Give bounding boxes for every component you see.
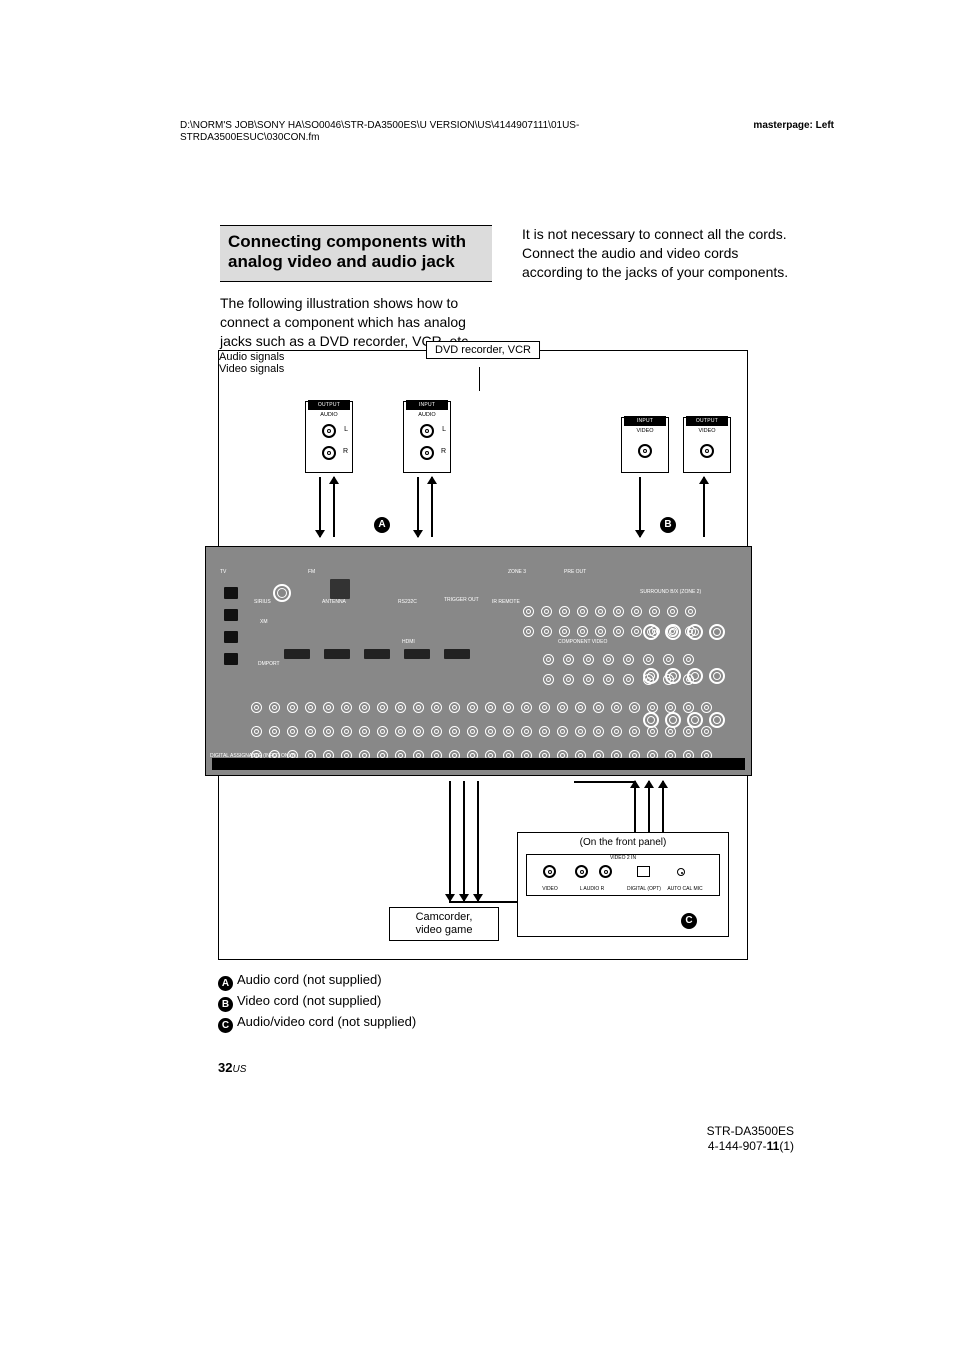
connection-diagram: DVD recorder, VCR Audio signals Video si… [218,350,748,960]
fp-jack-label: L AUDIO R [569,886,615,892]
legend-c: Audio/video cord (not supplied) [237,1014,416,1029]
jack-sub: AUDIO [404,412,450,418]
fp-jack-label: VIDEO [537,886,563,892]
legend: A Audio cord (not supplied) B Video cord (… [218,970,416,1033]
video-signals-label: Video signals [219,363,747,375]
jack-caption: OUTPUT [308,400,350,410]
header-masterpage: masterpage: Left [753,120,834,144]
legend-a: Audio cord (not supplied) [237,972,382,987]
channel-r: R [343,448,348,455]
jack-caption: INPUT [406,400,448,410]
channel-l: L [344,426,348,433]
callout-c: C [681,913,697,929]
front-panel-note: (On the front panel) [518,837,728,848]
jack-video-input: INPUT VIDEO [621,417,669,473]
header-path: D:\NORM'S JOB\SONY HA\SO0046\STR-DA3500E… [180,120,610,144]
legend-bullet-c: C [218,1018,233,1033]
camcorder-label: Camcorder, video game [389,907,499,941]
legend-b: Video cord (not supplied) [237,993,381,1008]
jack-caption: INPUT [624,416,666,426]
page-number: 32US [218,1060,246,1075]
section-body-right: It is not necessary to connect all the c… [522,225,794,282]
front-panel-strip-label: VIDEO 2 IN [604,854,642,861]
receiver-rear-panel: TVFMSIRIUSXMANTENNARS232CTRIGGER OUTIR R… [205,546,752,776]
jack-caption: OUTPUT [686,416,728,426]
legend-bullet-a: A [218,976,233,991]
jack-sub: VIDEO [622,428,668,434]
fp-jack-label: DIGITAL (OPT) [625,886,663,892]
channel-r: R [441,448,446,455]
callout-b: B [660,517,676,533]
footer-model: STR-DA3500ES 4-144-907-11(1) [707,1124,794,1155]
diagram-top-device: DVD recorder, VCR [426,341,540,359]
section-title: Connecting components with analog video … [220,225,492,282]
front-panel-inset: (On the front panel) VIDEO 2 IN VIDEO L … [517,832,729,937]
channel-l: L [442,426,446,433]
fp-jack-label: AUTO CAL MIC [665,886,705,892]
jack-video-output: OUTPUT VIDEO [683,417,731,473]
jack-sub: VIDEO [684,428,730,434]
jack-audio-input: INPUT AUDIO L R [403,401,451,473]
jack-sub: AUDIO [306,412,352,418]
callout-a: A [374,517,390,533]
legend-bullet-b: B [218,997,233,1012]
jack-audio-output: OUTPUT AUDIO L R [305,401,353,473]
